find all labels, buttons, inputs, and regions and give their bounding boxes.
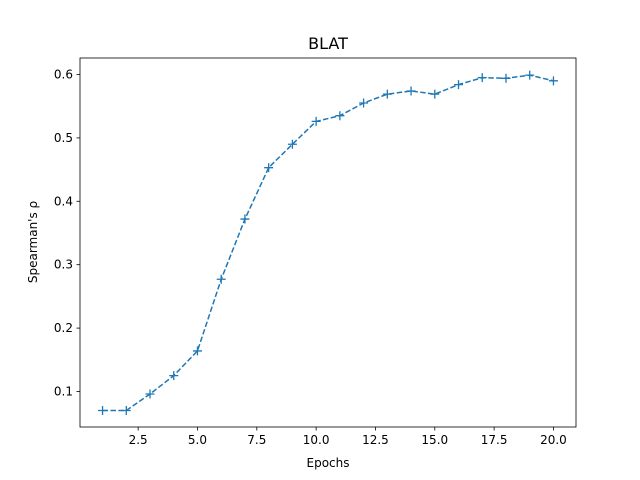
data-point-marker [192,346,202,356]
data-point-marker [430,89,440,99]
data-point-marker [548,76,558,86]
data-point-marker [382,89,392,99]
y-tick-label: 0.6 [54,67,73,81]
data-point-marker [287,139,297,149]
x-tick-label: 15.0 [421,433,448,447]
data-point-marker [98,406,108,416]
axes-frame [79,57,577,428]
data-point-marker [359,98,369,108]
x-tick-label: 2.5 [129,433,148,447]
data-point-marker [145,389,155,399]
y-tick-label: 0.2 [54,321,73,335]
data-point-marker [240,214,250,224]
data-point-marker [454,80,464,90]
y-axis-label: Spearman's ρ [26,201,40,283]
x-tick-label: 20.0 [540,433,567,447]
data-point-marker [121,406,131,416]
chart-title: BLAT [308,34,348,53]
series-line-0 [102,74,554,412]
data-point-marker [216,274,226,284]
data-point-marker [335,111,345,121]
plot-area: 2.5 5.0 7.5 10.0 12.5 15.0 17.5 20.0 0.1 0.2 0.3 0.… [54,57,577,447]
y-tick-label: 0.4 [54,194,73,208]
x-tick-label: 10.0 [303,433,330,447]
x-tick-label: 17.5 [481,433,508,447]
data-point-marker [264,163,274,173]
data-point-marker [406,86,416,96]
x-tick-label: 5.0 [188,433,207,447]
data-point-marker [501,73,511,83]
y-tick-label: 0.5 [54,131,73,145]
y-tick-label: 0.3 [54,258,73,272]
y-tick-label: 0.1 [54,384,73,398]
x-axis-label: Epochs [307,456,350,470]
data-point-marker [477,73,487,83]
x-tick-label: 12.5 [362,433,389,447]
data-point-marker [525,70,535,80]
data-point-marker [169,371,179,381]
x-tick-label: 7.5 [247,433,266,447]
data-point-marker [311,116,321,126]
